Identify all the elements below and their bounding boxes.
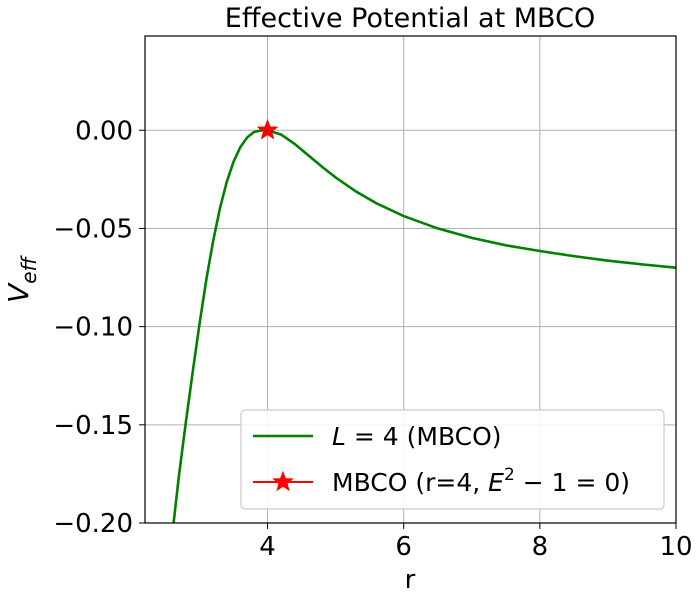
y-axis-label: Veff: [2, 254, 41, 302]
legend-star-icon: [272, 470, 294, 492]
legend-l4-eq: = 4: [346, 422, 399, 451]
legend-l4-var: L: [332, 422, 346, 451]
legend-mbco-rest: − 1 = 0): [515, 468, 630, 497]
mbco-star-marker: [256, 118, 279, 140]
legend-entry-l4: L = 4 (MBCO): [332, 422, 502, 451]
y-axis-label-main: V: [2, 282, 35, 303]
series-line-l4: [172, 128, 676, 523]
x-axis-ticks: 4 6 8 10: [259, 523, 693, 562]
y-tick-label: −0.15: [53, 411, 133, 441]
legend-mbco-prefix: MBCO (r=4,: [332, 468, 488, 497]
legend-mbco-var: E: [488, 468, 504, 497]
legend-l4-rest: (MBCO): [399, 422, 502, 451]
y-axis-label-sub: eff: [17, 254, 41, 283]
legend-mbco-sup: 2: [504, 465, 515, 485]
legend: L = 4 (MBCO) MBCO (r=4, E2 − 1 = 0): [240, 409, 665, 510]
legend-entry-mbco: MBCO (r=4, E2 − 1 = 0): [332, 465, 630, 497]
legend-box: [240, 409, 665, 510]
y-tick-label: −0.20: [53, 509, 133, 539]
x-tick-label: 10: [659, 532, 692, 562]
x-tick-label: 4: [259, 532, 276, 562]
x-axis-label: r: [405, 565, 416, 595]
plot-frame: [144, 35, 677, 524]
y-axis-ticks: 0.00 −0.05 −0.10 −0.15 −0.20: [53, 116, 145, 539]
x-tick-label: 8: [532, 532, 549, 562]
y-tick-label: 0.00: [75, 116, 133, 146]
y-tick-label: −0.05: [53, 214, 133, 244]
x-tick-label: 6: [395, 532, 412, 562]
chart-title: Effective Potential at MBCO: [225, 3, 595, 34]
plot-area: [172, 118, 676, 523]
y-tick-label: −0.10: [53, 313, 133, 343]
